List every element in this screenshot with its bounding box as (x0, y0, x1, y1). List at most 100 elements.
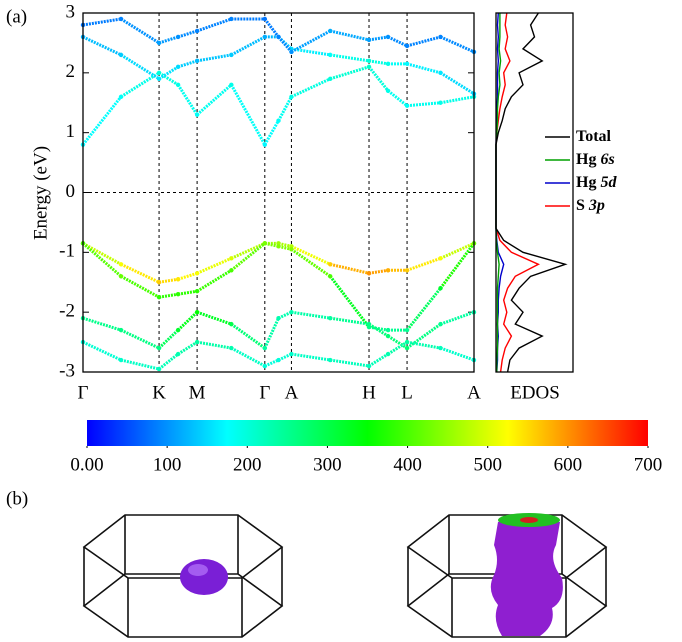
y-tick-label: -1 (59, 241, 75, 262)
band-segment (83, 318, 121, 330)
pocket (180, 559, 228, 595)
band-segment (330, 67, 369, 79)
band-segment (83, 342, 121, 360)
band-segment (291, 312, 330, 318)
band-segment (159, 37, 178, 43)
colorbar-tick-label: 500 (473, 454, 502, 475)
band-point (386, 352, 390, 356)
band-point (176, 65, 180, 69)
y-tick-label: 0 (66, 181, 76, 202)
band-point (229, 256, 233, 260)
band-point (386, 89, 390, 93)
band-segment (83, 37, 121, 55)
y-tick-label: 3 (66, 1, 76, 22)
band-point (438, 256, 442, 260)
band-segment (441, 37, 474, 52)
band-point (438, 286, 442, 290)
legend-label: Total (576, 128, 612, 145)
band-point (229, 53, 233, 57)
band-segment (291, 79, 330, 97)
colorbar-tick-label: 100 (153, 454, 182, 475)
colorbar-tick-label: 600 (554, 454, 583, 475)
band-segment (388, 342, 407, 354)
band-segment (197, 312, 231, 324)
band-segment (121, 73, 159, 97)
band-point (176, 352, 180, 356)
band-segment (407, 64, 440, 73)
band-point (438, 35, 442, 39)
band-segment (178, 342, 197, 354)
band-point (263, 17, 267, 21)
colorbar-tick-label: 300 (313, 454, 342, 475)
pocket-top-center (520, 517, 538, 523)
band-segment (121, 360, 159, 369)
band-point (276, 244, 280, 248)
band-point (195, 59, 199, 63)
band-point (176, 328, 180, 332)
colorbar-tick-label: 700 (634, 454, 663, 475)
band-segment (291, 31, 330, 52)
band-point (119, 53, 123, 57)
band-point (229, 346, 233, 350)
band-point (328, 316, 332, 320)
page: (a) (b) Energy (eV) EDOS -3-2-10123ΓKMΓA… (0, 0, 682, 642)
band-segment (197, 270, 231, 291)
band-point (263, 142, 267, 146)
band-point (229, 17, 233, 21)
band-point (157, 77, 161, 81)
band-segment (388, 91, 407, 106)
panel-label: (a) (6, 6, 27, 27)
band-segment (159, 279, 178, 282)
band-segment (265, 19, 279, 37)
y-tick-label: 1 (66, 121, 76, 142)
band-point (289, 310, 293, 314)
band-segment (231, 243, 264, 270)
band-point (195, 113, 199, 117)
band-point (289, 95, 293, 99)
y-tick-label: 2 (66, 61, 76, 82)
band-point (119, 328, 123, 332)
band-point (386, 62, 390, 66)
band-segment (231, 85, 264, 145)
band-segment (178, 273, 197, 279)
band-segment (231, 348, 264, 366)
band-point (119, 262, 123, 266)
band-segment (279, 37, 292, 49)
x-tick-label: Γ (259, 382, 270, 403)
band-segment (197, 19, 231, 31)
band-point (176, 292, 180, 296)
colorbar-tick-label: 400 (393, 454, 422, 475)
band-point (157, 280, 161, 284)
band-segment (178, 85, 197, 115)
legend-label: Hg 6s (576, 151, 615, 168)
band-point (328, 29, 332, 33)
band-point (367, 65, 371, 69)
band-segment (279, 97, 292, 121)
band-segment (330, 55, 369, 61)
band-point (405, 328, 409, 332)
band-segment (369, 354, 388, 366)
legend-label: S 3p (576, 197, 605, 214)
band-segment (159, 73, 178, 85)
x-tick-label: K (152, 382, 166, 403)
band-segment (159, 294, 178, 297)
band-point (119, 274, 123, 278)
band-point (328, 358, 332, 362)
colorbar (87, 420, 648, 446)
band-point (195, 310, 199, 314)
band-point (405, 44, 409, 48)
band-point (119, 358, 123, 362)
band-segment (388, 37, 407, 46)
band-point (263, 241, 267, 245)
y-tick-label: -3 (59, 360, 75, 381)
band-point (438, 346, 442, 350)
y-tick-label: -2 (59, 301, 75, 322)
band-segment (197, 55, 231, 61)
band-segment (291, 354, 330, 360)
x-tick-label: H (362, 382, 376, 403)
band-point (229, 83, 233, 87)
band-segment (279, 37, 292, 52)
band-point (263, 346, 267, 350)
band-point (157, 41, 161, 45)
band-segment (330, 276, 369, 327)
